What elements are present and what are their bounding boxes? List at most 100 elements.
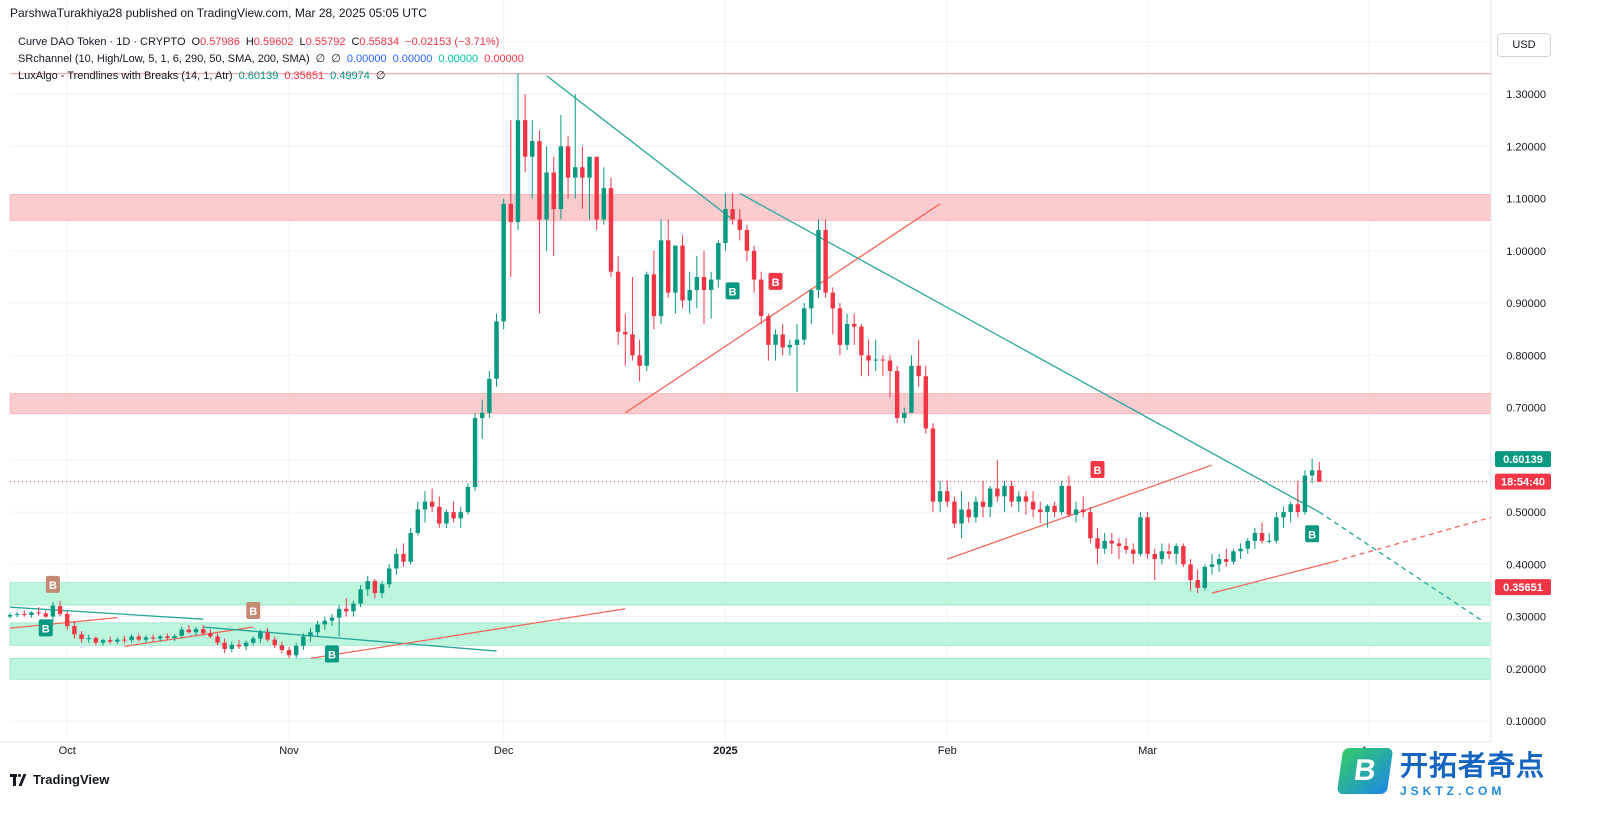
candle-body[interactable] (666, 240, 671, 293)
candle-body[interactable] (766, 316, 771, 345)
candle-body[interactable] (973, 501, 979, 518)
candle-body[interactable] (823, 229, 828, 293)
candle-body[interactable] (809, 290, 814, 309)
candle-body[interactable] (143, 637, 149, 640)
candle-body[interactable] (515, 120, 521, 223)
candle-body[interactable] (1009, 485, 1014, 502)
candle-body[interactable] (630, 334, 635, 356)
candle-body[interactable] (165, 636, 170, 639)
candle-body[interactable] (336, 608, 342, 618)
candle-body[interactable] (365, 581, 370, 590)
candle-body[interactable] (29, 612, 34, 616)
candle-body[interactable] (615, 271, 621, 332)
candle-body[interactable] (408, 532, 413, 562)
candle-body[interactable] (444, 512, 449, 524)
candle-body[interactable] (945, 491, 950, 502)
candle-body[interactable] (830, 292, 835, 309)
candle-body[interactable] (200, 629, 206, 634)
candle-body[interactable] (1095, 538, 1100, 549)
candle-body[interactable] (923, 376, 929, 429)
candle-body[interactable] (7, 615, 13, 617)
signal-badge[interactable] (768, 272, 783, 290)
candle-body[interactable] (1317, 470, 1322, 482)
candle-body[interactable] (258, 632, 263, 639)
candle-body[interactable] (315, 624, 320, 633)
candle-body[interactable] (1295, 504, 1301, 513)
candle-body[interactable] (93, 638, 99, 643)
candle-body[interactable] (386, 568, 392, 585)
candle-body[interactable] (1216, 559, 1222, 565)
candle-body[interactable] (952, 501, 957, 524)
candle-body[interactable] (608, 188, 614, 272)
candle-body[interactable] (1145, 517, 1150, 554)
candle-body[interactable] (959, 509, 964, 524)
candle-body[interactable] (987, 488, 993, 507)
candle-body[interactable] (537, 141, 542, 220)
tradingview-branding[interactable]: TradingView (10, 772, 109, 787)
candle-body[interactable] (644, 274, 649, 366)
candle-body[interactable] (916, 365, 921, 377)
candle-body[interactable] (716, 242, 721, 280)
candle-body[interactable] (1266, 540, 1272, 542)
candle-body[interactable] (737, 219, 742, 230)
candle-body[interactable] (1202, 566, 1208, 588)
candle-body[interactable] (723, 209, 728, 243)
candle-body[interactable] (844, 323, 850, 345)
candle-body[interactable] (229, 644, 235, 649)
candle-body[interactable] (623, 331, 628, 335)
candle-body[interactable] (708, 279, 714, 291)
candle-body[interactable] (837, 308, 843, 345)
candle-body[interactable] (65, 613, 70, 626)
candle-body[interactable] (1116, 543, 1122, 547)
candle-body[interactable] (265, 632, 270, 640)
candle-body[interactable] (544, 172, 549, 220)
candle-body[interactable] (1188, 564, 1193, 581)
legend-srchannel-row[interactable]: SRchannel (10, High/Low, 5, 1, 6, 290, 5… (18, 51, 524, 68)
candle-body[interactable] (372, 581, 378, 594)
candle-body[interactable] (86, 638, 91, 640)
candle-body[interactable] (1309, 470, 1315, 476)
candle-body[interactable] (1131, 549, 1136, 554)
candle-body[interactable] (494, 321, 499, 379)
candle-body[interactable] (1209, 564, 1215, 567)
candle-body[interactable] (158, 636, 163, 639)
candle-body[interactable] (429, 501, 435, 507)
candle-body[interactable] (344, 608, 349, 612)
candle-body[interactable] (186, 629, 192, 633)
candle-body[interactable] (551, 172, 556, 210)
candle-body[interactable] (172, 635, 177, 639)
candle-body[interactable] (565, 146, 571, 178)
candle-body[interactable] (401, 553, 406, 562)
legend-symbol-row[interactable]: Curve DAO Token · 1D · CRYPTO O 0.57986 H… (18, 34, 524, 51)
candle-body[interactable] (379, 584, 385, 594)
candle-body[interactable] (744, 229, 750, 251)
candle-body[interactable] (43, 613, 48, 617)
candle-body[interactable] (751, 250, 757, 280)
candle-body[interactable] (1109, 540, 1115, 544)
candle-body[interactable] (286, 650, 292, 656)
candle-body[interactable] (1231, 551, 1236, 562)
candle-body[interactable] (308, 632, 313, 637)
candle-body[interactable] (522, 120, 528, 157)
candle-body[interactable] (1245, 540, 1250, 549)
candle-body[interactable] (937, 491, 943, 502)
candle-body[interactable] (773, 334, 778, 345)
candle-body[interactable] (587, 156, 592, 178)
candle-body[interactable] (1159, 551, 1165, 560)
signal-badge[interactable] (1090, 460, 1105, 478)
candle-body[interactable] (1052, 505, 1057, 513)
signal-badge[interactable] (324, 645, 339, 663)
candle-body[interactable] (759, 279, 764, 317)
candle-body[interactable] (601, 188, 607, 220)
legend-luxalgo-row[interactable]: LuxAlgo - Trendlines with Breaks (14, 1,… (18, 68, 524, 85)
candle-body[interactable] (122, 639, 127, 641)
candle-body[interactable] (1102, 540, 1107, 549)
candle-body[interactable] (1059, 485, 1064, 513)
candle-body[interactable] (1138, 517, 1143, 554)
candle-body[interactable] (322, 620, 328, 625)
candle-body[interactable] (787, 344, 793, 348)
candle-body[interactable] (22, 613, 27, 616)
candle-body[interactable] (1195, 580, 1200, 588)
candle-body[interactable] (14, 613, 20, 616)
